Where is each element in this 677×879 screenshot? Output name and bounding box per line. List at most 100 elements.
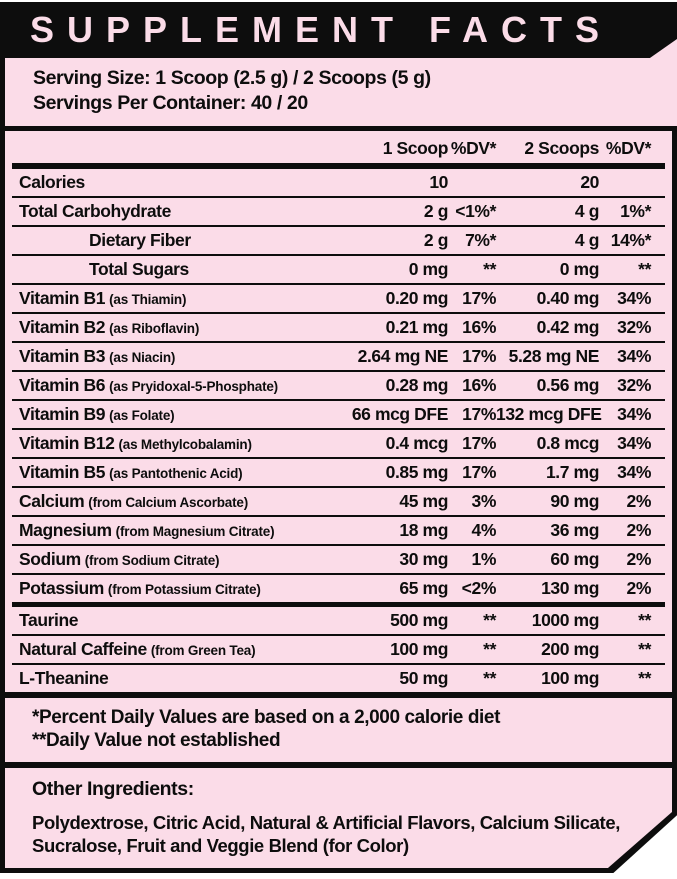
amount-2scoops: 100 mg [541, 668, 599, 688]
amount-2scoops: 0.42 mg [536, 317, 600, 337]
header-band: SUPPLEMENT FACTS [0, 2, 677, 58]
amount-1scoop: 0.4 mcg [385, 433, 449, 453]
facts-table: 1 Scoop %DV* 2 Scoops %DV* Calories 10 2… [0, 131, 677, 698]
dv-1scoop: 7%* [465, 230, 496, 250]
amount-1scoop: 0.21 mg [385, 317, 449, 337]
dv-1scoop: ** [483, 610, 496, 630]
serving-info-box: Serving Size: 1 Scoop (2.5 g) / 2 Scoops… [0, 58, 677, 131]
amount-2scoops: 90 mg [550, 491, 599, 511]
dv-1scoop: 17% [462, 346, 496, 366]
nutrient-source: (as Riboflavin) [109, 321, 200, 336]
nutrient-name: Dietary Fiber [89, 230, 191, 250]
dv-2scoops: ** [638, 639, 651, 659]
dv-1scoop: <2% [461, 578, 497, 598]
amount-2scoops: 132 mcg DFE [496, 404, 602, 424]
table-row: Calcium (from Calcium Ascorbate) 45 mg 3%… [12, 488, 665, 517]
table-row: Vitamin B6 (as Pryidoxal-5-Phosphate) 0.2… [12, 372, 665, 401]
nutrient-name: Calcium (from Calcium Ascorbate) [19, 491, 249, 511]
dv-2scoops: 32% [617, 317, 651, 337]
footnote-daily-values: *Percent Daily Values are based on a 2,0… [32, 707, 501, 728]
amount-2scoops: 1000 mg [531, 610, 600, 630]
amount-1scoop: 0.85 mg [385, 462, 449, 482]
amount-1scoop: 0.20 mg [385, 288, 449, 308]
amount-2scoops: 4 g [574, 201, 599, 221]
dv-2scoops: ** [638, 610, 651, 630]
serving-size-line: Serving Size: 1 Scoop (2.5 g) / 2 Scoops… [33, 67, 431, 89]
dv-2scoops: 34% [617, 433, 651, 453]
amount-1scoop: 65 mg [399, 578, 448, 598]
nutrient-name: Taurine [19, 610, 79, 630]
nutrient-source: (as Pryidoxal-5-Phosphate) [109, 379, 278, 394]
table-row: Taurine 500 mg ** 1000 mg ** [12, 607, 665, 636]
servings-per-container-line: Servings Per Container: 40 / 20 [33, 92, 308, 114]
nutrient-name: Vitamin B12 (as Methylcobalamin) [19, 433, 252, 453]
amount-1scoop: 100 mg [390, 639, 448, 659]
nutrient-name: Vitamin B6 (as Pryidoxal-5-Phosphate) [19, 375, 278, 395]
table-row: Magnesium (from Magnesium Citrate) 18 mg … [12, 517, 665, 546]
dv-1scoop: ** [483, 259, 496, 279]
dv-2scoops: 34% [617, 404, 651, 424]
other-ingredients-heading: Other Ingredients: [32, 778, 194, 800]
amount-2scoops: 5.28 mg NE [508, 346, 600, 366]
amount-1scoop: 0.28 mg [385, 375, 449, 395]
dv-1scoop: 17% [462, 433, 496, 453]
nutrient-name: Sodium (from Sodium Citrate) [19, 549, 220, 569]
nutrient-source: (as Niacin) [109, 350, 176, 365]
amount-2scoops: 20 [580, 172, 599, 192]
nutrient-source: (from Calcium Ascorbate) [88, 495, 249, 510]
table-row: Vitamin B12 (as Methylcobalamin) 0.4 mcg … [12, 430, 665, 459]
dv-1scoop: 3% [471, 491, 497, 511]
amount-2scoops: 130 mg [541, 578, 599, 598]
table-row: Vitamin B9 (as Folate) 66 mcg DFE 17% 132… [12, 401, 665, 430]
nutrient-source: (from Sodium Citrate) [84, 553, 220, 568]
amount-2scoops: 4 g [574, 230, 599, 250]
dv-1scoop: 16% [462, 317, 496, 337]
nutrient-name: Vitamin B2 (as Riboflavin) [19, 317, 200, 337]
amount-1scoop: 500 mg [390, 610, 448, 630]
nutrient-source: (as Methylcobalamin) [118, 437, 252, 452]
header-1scoop: 1 Scoop [382, 138, 449, 158]
dv-2scoops: 34% [617, 346, 651, 366]
header-band-wrap: SUPPLEMENT FACTS [0, 2, 677, 58]
amount-2scoops: 0.40 mg [536, 288, 600, 308]
amount-1scoop: 18 mg [399, 520, 448, 540]
dv-1scoop: 1% [471, 549, 497, 569]
table-header-row: 1 Scoop %DV* 2 Scoops %DV* [12, 131, 665, 169]
nutrient-name: Magnesium (from Magnesium Citrate) [19, 520, 275, 540]
dv-2scoops: 2% [626, 491, 652, 511]
nutrient-name: Vitamin B9 (as Folate) [19, 404, 175, 424]
nutrient-source: (from Potassium Citrate) [107, 582, 261, 597]
page-title: SUPPLEMENT FACTS [30, 9, 613, 50]
nutrient-source: (from Magnesium Citrate) [115, 524, 275, 539]
nutrient-name: Total Sugars [89, 259, 189, 279]
table-row: Total Carbohydrate 2 g <1%* 4 g 1%* [12, 198, 665, 227]
dv-2scoops: ** [638, 668, 651, 688]
table-row: Vitamin B2 (as Riboflavin) 0.21 mg 16% 0.… [12, 314, 665, 343]
amount-2scoops: 60 mg [550, 549, 599, 569]
dv-1scoop: 17% [462, 462, 496, 482]
dv-2scoops: 32% [617, 375, 651, 395]
dv-1scoop: 16% [462, 375, 496, 395]
dv-2scoops: ** [638, 259, 651, 279]
dv-2scoops: 2% [626, 578, 652, 598]
table-row: Natural Caffeine (from Green Tea) 100 mg … [12, 636, 665, 665]
amount-2scoops: 0 mg [559, 259, 600, 279]
footnote-not-established: **Daily Value not established [32, 730, 281, 751]
amount-2scoops: 0.8 mcg [536, 433, 600, 453]
amount-1scoop: 2.64 mg NE [357, 346, 449, 366]
nutrient-name: L-Theanine [19, 668, 109, 688]
footnotes-box: *Percent Daily Values are based on a 2,0… [0, 698, 677, 768]
table-row: Sodium (from Sodium Citrate) 30 mg 1% 60 … [12, 546, 665, 575]
table-row: Vitamin B1 (as Thiamin) 0.20 mg 17% 0.40 … [12, 285, 665, 314]
nutrient-name: Potassium (from Potassium Citrate) [19, 578, 261, 598]
dv-2scoops: 34% [617, 288, 651, 308]
amount-1scoop: 30 mg [399, 549, 448, 569]
nutrient-source: (as Thiamin) [109, 292, 187, 307]
dv-1scoop: 17% [462, 404, 496, 424]
amount-1scoop: 50 mg [399, 668, 448, 688]
header-dv2: %DV* [605, 138, 651, 158]
amount-1scoop: 45 mg [399, 491, 448, 511]
header-dv1: %DV* [450, 138, 496, 158]
nutrient-source: (from Green Tea) [150, 643, 256, 658]
dv-2scoops: 1%* [620, 201, 651, 221]
